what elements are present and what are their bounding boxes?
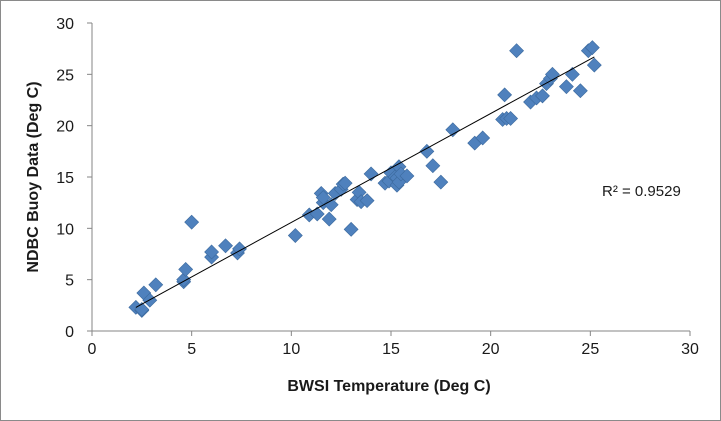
x-tick-label: 30 <box>681 341 699 358</box>
x-axis-ticks: 0 5 10 15 20 25 30 <box>88 331 699 358</box>
x-tick-label: 5 <box>187 341 196 358</box>
x-tick-label: 0 <box>88 341 97 358</box>
data-point <box>572 83 588 99</box>
y-tick-label: 15 <box>56 170 74 187</box>
data-point <box>475 130 491 146</box>
data-point <box>148 277 164 293</box>
x-axis-title: BWSI Temperature (Deg C) <box>287 378 490 395</box>
y-tick-label: 30 <box>56 16 74 33</box>
data-point <box>218 238 233 254</box>
x-tick-label: 25 <box>581 341 599 358</box>
data-point <box>509 43 525 59</box>
data-point <box>337 175 353 191</box>
data-point <box>343 221 359 237</box>
data-point <box>564 66 580 82</box>
x-tick-label: 15 <box>382 341 400 358</box>
data-point <box>184 214 200 230</box>
y-tick-label: 5 <box>65 273 74 290</box>
data-point <box>399 168 415 184</box>
x-tick-label: 10 <box>282 341 300 358</box>
y-tick-label: 25 <box>56 67 74 84</box>
data-points <box>128 40 602 318</box>
y-tick-label: 0 <box>65 324 74 341</box>
data-point <box>321 211 337 227</box>
data-point <box>287 228 303 243</box>
data-point <box>359 193 375 209</box>
trendline <box>135 56 595 308</box>
data-point <box>584 40 600 56</box>
y-axis-ticks: 0 5 10 15 20 25 30 <box>56 16 92 341</box>
data-point <box>535 88 550 104</box>
r-squared-label: R² = 0.9529 <box>602 183 681 200</box>
y-tick-label: 20 <box>56 119 74 136</box>
data-point <box>323 197 339 213</box>
data-point <box>586 57 602 73</box>
y-axis-title: NDBC Buoy Data (Deg C) <box>25 81 42 272</box>
y-tick-label: 10 <box>56 221 74 238</box>
data-point <box>419 143 435 159</box>
data-point <box>497 87 513 103</box>
data-point <box>445 122 461 138</box>
data-point <box>204 244 220 260</box>
data-point <box>425 158 441 174</box>
x-tick-label: 20 <box>482 341 500 358</box>
data-point <box>178 261 194 277</box>
data-point <box>433 174 449 190</box>
data-point <box>503 111 519 126</box>
data-point <box>558 79 574 95</box>
